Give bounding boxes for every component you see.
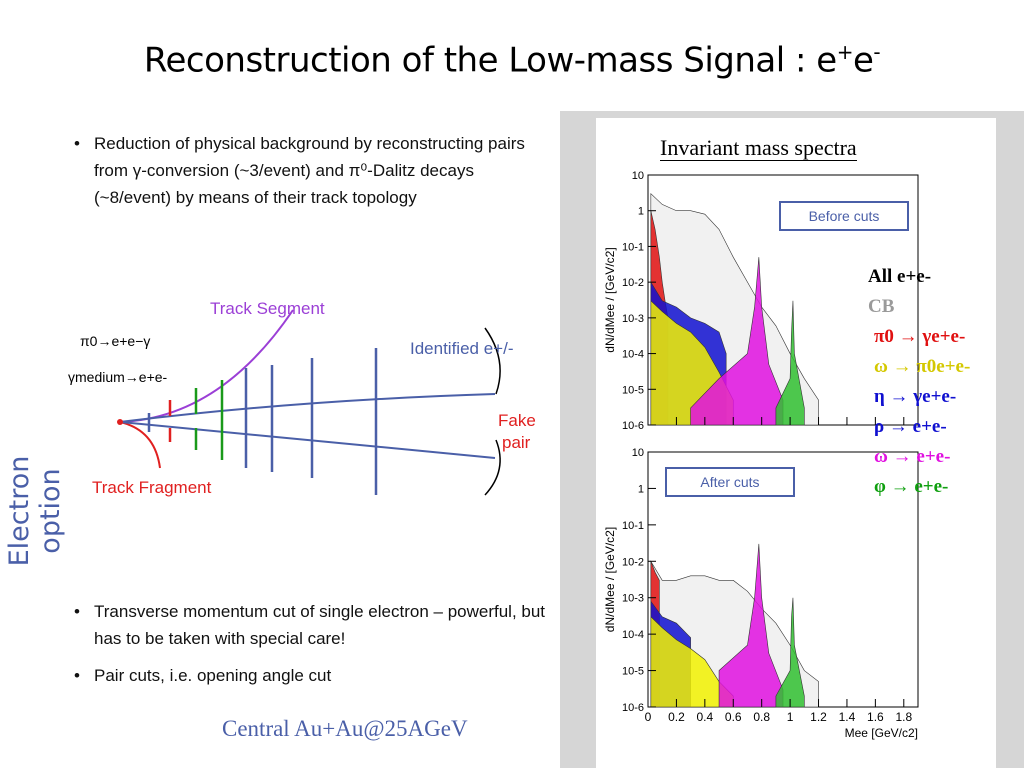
vertex bbox=[117, 419, 123, 425]
bracket bbox=[484, 327, 501, 395]
legend-item: η → γe+e- bbox=[874, 386, 957, 407]
x-tick-label: 1 bbox=[787, 710, 794, 724]
plots-heading: Invariant mass spectra bbox=[660, 135, 857, 161]
y-tick-label: 10-1 bbox=[622, 520, 644, 532]
y-tick-label: 10-5 bbox=[622, 384, 644, 396]
x-tick-label: 1.4 bbox=[839, 710, 856, 724]
y-tick-label: 1 bbox=[638, 206, 644, 218]
track-segment-curve bbox=[119, 309, 294, 423]
identified-label: Identified e+/- bbox=[410, 339, 514, 358]
legend-item: ω → e+e- bbox=[874, 446, 951, 467]
lower-track bbox=[119, 421, 496, 459]
track-segment-label: Track Segment bbox=[210, 299, 325, 318]
x-tick-label: 1.6 bbox=[867, 710, 884, 724]
y-axis-label: dN/dMee / [GeV/c2] bbox=[603, 527, 617, 632]
legend: All e+e- CB π0 → γe+e- ω → π0e+e- η → γe… bbox=[868, 262, 970, 502]
y-tick-label: 10-4 bbox=[622, 629, 644, 641]
x-tick-label: 0 bbox=[645, 710, 652, 724]
y-tick-label: 10-2 bbox=[622, 556, 644, 568]
legend-item: φ → e+e- bbox=[874, 476, 949, 497]
reaction-label-1: π0→e+e−γ bbox=[80, 333, 150, 349]
y-tick-label: 10-1 bbox=[622, 241, 644, 253]
legend-item: All e+e- bbox=[868, 266, 932, 287]
bullet-item: Pair cuts, i.e. opening angle cut bbox=[72, 662, 552, 689]
side-label: Electron option bbox=[4, 455, 66, 567]
bullets-bottom: Transverse momentum cut of single electr… bbox=[72, 598, 552, 699]
x-tick-label: 1.8 bbox=[895, 710, 912, 724]
legend-item: ω → π0e+e- bbox=[874, 356, 971, 377]
legend-item: ρ → e+e- bbox=[874, 416, 947, 437]
y-tick-label: 10-5 bbox=[622, 666, 644, 678]
upper-track bbox=[119, 393, 496, 423]
x-axis-label: Mee [GeV/c2] bbox=[845, 726, 918, 740]
y-tick-label: 10-6 bbox=[622, 420, 644, 432]
x-tick-label: 0.6 bbox=[725, 710, 742, 724]
y-tick-label: 10-6 bbox=[622, 702, 644, 714]
bullet-item: Reduction of physical background by reco… bbox=[72, 130, 542, 211]
series-area bbox=[775, 597, 805, 708]
y-tick-label: 10-2 bbox=[622, 277, 644, 289]
reaction-label-2: γmedium→e+e- bbox=[68, 369, 168, 385]
cut-label-box bbox=[665, 467, 795, 497]
cut-label-box bbox=[779, 201, 909, 231]
track-fragment-curve bbox=[119, 421, 161, 469]
x-tick-label: 0.8 bbox=[753, 710, 770, 724]
fake-pair-label-2: pair bbox=[502, 433, 531, 452]
slide-title: Reconstruction of the Low-mass Signal : … bbox=[143, 40, 881, 81]
x-tick-label: 0.2 bbox=[668, 710, 685, 724]
y-tick-label: 10 bbox=[632, 170, 644, 182]
series-area bbox=[775, 300, 805, 426]
y-tick-label: 10-4 bbox=[622, 349, 644, 361]
y-axis-label: dN/dMee / [GeV/c2] bbox=[603, 247, 617, 352]
x-tick-label: 1.2 bbox=[810, 710, 827, 724]
track-diagram: Track Segment Track Fragment Identified … bbox=[68, 299, 536, 497]
fake-pair-label-1: Fake bbox=[498, 411, 536, 430]
track-fragment-label: Track Fragment bbox=[92, 478, 212, 497]
legend-item: CB bbox=[868, 296, 895, 317]
y-tick-label: 10-3 bbox=[622, 313, 644, 325]
cut-label: After cuts bbox=[700, 474, 759, 490]
bracket bbox=[484, 439, 501, 496]
footer: Central Au+Au@25AGeV bbox=[222, 716, 468, 741]
legend-item: π0 → γe+e- bbox=[874, 326, 966, 347]
y-tick-label: 10-3 bbox=[622, 593, 644, 605]
y-tick-label: 1 bbox=[638, 483, 644, 495]
bullet-item: Transverse momentum cut of single electr… bbox=[72, 598, 552, 652]
y-tick-label: 10 bbox=[632, 447, 644, 459]
x-tick-label: 0.4 bbox=[696, 710, 713, 724]
cut-label: Before cuts bbox=[809, 208, 880, 224]
bullets-top: Reduction of physical background by reco… bbox=[72, 130, 542, 221]
